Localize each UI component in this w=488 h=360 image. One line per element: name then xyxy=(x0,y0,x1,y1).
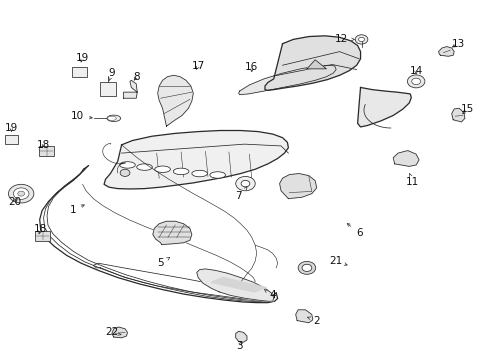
Text: 10: 10 xyxy=(71,111,92,121)
Ellipse shape xyxy=(191,170,207,177)
Polygon shape xyxy=(158,75,193,126)
Polygon shape xyxy=(235,331,246,342)
FancyBboxPatch shape xyxy=(100,82,116,96)
Ellipse shape xyxy=(137,164,152,170)
Polygon shape xyxy=(211,278,266,292)
FancyBboxPatch shape xyxy=(72,67,87,77)
Text: 17: 17 xyxy=(191,61,204,71)
Circle shape xyxy=(120,169,130,176)
Text: 22: 22 xyxy=(105,327,121,337)
Text: 3: 3 xyxy=(236,341,243,351)
Circle shape xyxy=(354,35,367,44)
Polygon shape xyxy=(264,36,360,90)
FancyBboxPatch shape xyxy=(39,146,54,156)
Ellipse shape xyxy=(120,162,135,168)
Text: 18: 18 xyxy=(34,225,47,234)
Polygon shape xyxy=(295,310,312,323)
Polygon shape xyxy=(438,46,453,56)
Circle shape xyxy=(13,188,29,199)
Circle shape xyxy=(411,78,420,85)
Polygon shape xyxy=(357,87,410,127)
Circle shape xyxy=(235,176,255,191)
Polygon shape xyxy=(238,65,335,95)
Text: 13: 13 xyxy=(450,39,464,49)
Text: 18: 18 xyxy=(37,140,50,150)
Text: 7: 7 xyxy=(235,187,246,202)
Circle shape xyxy=(8,184,34,203)
Ellipse shape xyxy=(209,172,225,178)
Text: 9: 9 xyxy=(108,68,115,81)
Circle shape xyxy=(358,37,364,41)
Ellipse shape xyxy=(155,166,170,172)
Text: 8: 8 xyxy=(133,72,139,82)
Text: 14: 14 xyxy=(408,66,422,76)
Text: 4: 4 xyxy=(264,289,276,301)
Polygon shape xyxy=(392,150,418,166)
Text: 1: 1 xyxy=(69,205,84,216)
Text: 2: 2 xyxy=(307,316,319,325)
Polygon shape xyxy=(112,327,127,338)
Text: 20: 20 xyxy=(8,197,21,207)
Circle shape xyxy=(298,261,315,274)
Polygon shape xyxy=(196,269,273,301)
Text: 19: 19 xyxy=(5,123,18,133)
Circle shape xyxy=(302,264,311,271)
Text: 11: 11 xyxy=(405,174,419,187)
Text: 12: 12 xyxy=(334,35,354,44)
Ellipse shape xyxy=(107,115,121,122)
Polygon shape xyxy=(279,174,316,199)
Ellipse shape xyxy=(107,116,116,121)
Circle shape xyxy=(407,75,424,88)
Text: 5: 5 xyxy=(157,257,169,268)
Ellipse shape xyxy=(173,168,188,175)
FancyBboxPatch shape xyxy=(35,230,50,240)
FancyBboxPatch shape xyxy=(5,135,18,144)
Text: 21: 21 xyxy=(329,256,346,266)
Polygon shape xyxy=(451,108,464,122)
Polygon shape xyxy=(123,80,137,98)
Text: 16: 16 xyxy=(244,62,258,72)
Polygon shape xyxy=(153,221,191,244)
Text: 19: 19 xyxy=(76,53,89,63)
Circle shape xyxy=(241,180,249,187)
Circle shape xyxy=(18,191,24,196)
Text: 6: 6 xyxy=(346,224,362,238)
Polygon shape xyxy=(306,60,326,69)
Text: 15: 15 xyxy=(460,104,473,114)
Polygon shape xyxy=(104,131,288,189)
